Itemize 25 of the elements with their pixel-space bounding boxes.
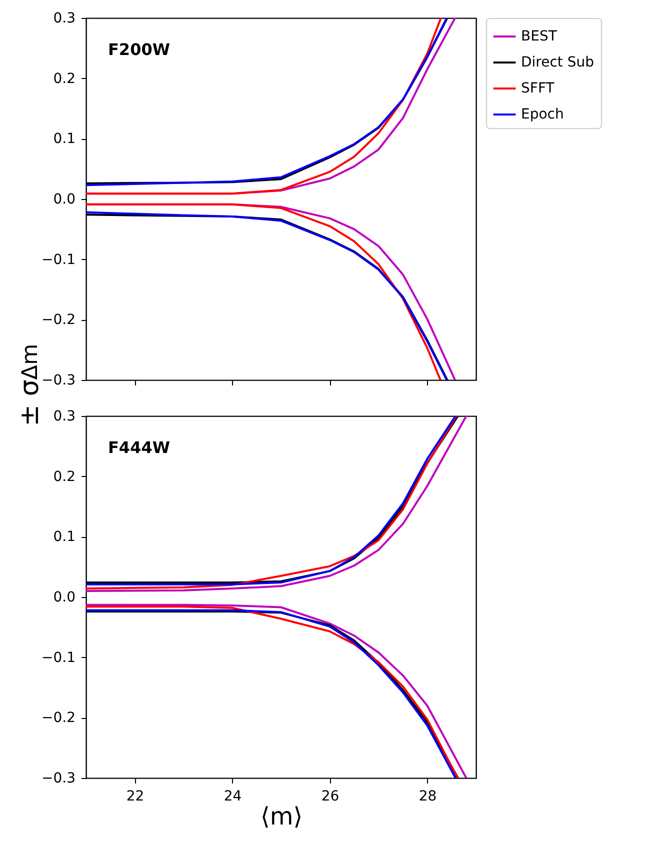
y-tick-label: 0.3 (53, 10, 76, 26)
y-tick-label: 0.0 (53, 192, 76, 208)
legend-label: Epoch (521, 106, 564, 122)
y-tick-label: −0.1 (42, 252, 76, 268)
y-tick-label: −0.3 (42, 770, 76, 786)
y-tick-label: 0.2 (53, 70, 76, 87)
x-tick-label: 28 (418, 788, 437, 804)
legend-label: BEST (521, 28, 558, 44)
y-tick-label: −0.2 (42, 312, 76, 328)
y-tick-label: 0.3 (53, 408, 76, 424)
legend-label: SFFT (521, 80, 555, 96)
annotation: F200W (108, 40, 170, 59)
annotation: F444W (108, 438, 170, 457)
y-tick-label: −0.3 (42, 372, 76, 388)
y-tick-label: −0.1 (42, 650, 76, 666)
legend-label: Direct Sub (521, 54, 594, 70)
x-tick-label: 26 (321, 788, 340, 804)
y-tick-label: 0.0 (53, 590, 76, 606)
y-tick-label: 0.1 (53, 529, 76, 546)
x-axis-title: ⟨m⟩ (260, 802, 303, 830)
y-tick-label: 0.2 (53, 468, 76, 485)
x-tick-label: 22 (126, 788, 144, 804)
x-tick-label: 24 (224, 788, 242, 804)
y-tick-label: 0.1 (53, 131, 76, 148)
y-tick-label: −0.2 (42, 710, 76, 726)
